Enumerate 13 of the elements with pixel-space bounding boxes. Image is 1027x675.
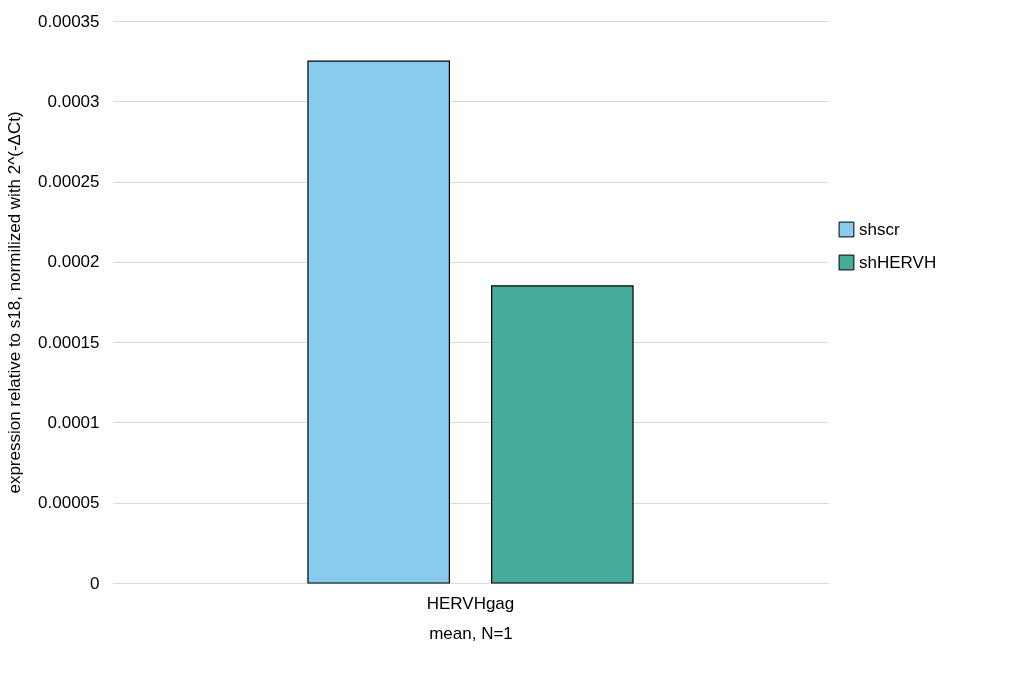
legend-label: shscr — [859, 219, 900, 239]
y-tick-label: 0.0003 — [47, 91, 100, 111]
y-tick-label: 0.00035 — [38, 11, 100, 31]
y-tick-label: 0.00005 — [38, 493, 100, 513]
y-tick-label: 0 — [90, 573, 100, 593]
y-tick-label: 0.0001 — [47, 412, 100, 432]
y-tick-label: 0.00025 — [38, 172, 100, 192]
legend-label: shHERVH — [859, 252, 937, 272]
y-tick-label: 0.0002 — [47, 252, 100, 272]
y-tick-label: 0.00015 — [38, 332, 100, 352]
x-tick-label: HERVHgag — [426, 593, 515, 613]
y-axis-title: expression relative to s18, normilized with 2^(-ΔCt) — [5, 111, 25, 494]
x-axis-title: mean, N=1 — [429, 623, 513, 643]
